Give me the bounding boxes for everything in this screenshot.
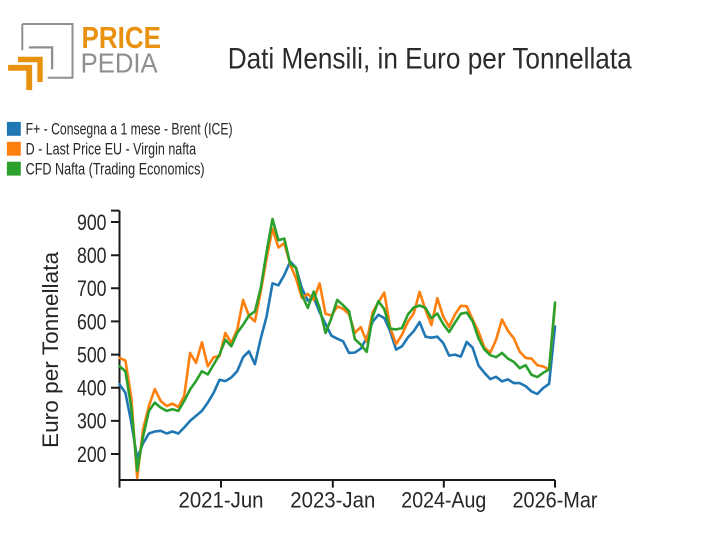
svg-text:800: 800 (77, 243, 107, 268)
svg-text:200: 200 (77, 442, 107, 467)
svg-text:700: 700 (77, 276, 107, 301)
svg-text:D - Last Price EU - Virgin naf: D - Last Price EU - Virgin nafta (26, 141, 197, 159)
svg-text:2021-Jun: 2021-Jun (179, 487, 264, 512)
svg-text:Euro per Tonnellata: Euro per Tonnellata (38, 251, 63, 448)
svg-text:CFD Nafta (Trading Economics): CFD Nafta (Trading Economics) (26, 160, 205, 178)
svg-text:900: 900 (77, 210, 107, 235)
svg-text:2023-Jan: 2023-Jan (290, 487, 375, 512)
svg-text:Dati Mensili, in Euro per Tonn: Dati Mensili, in Euro per Tonnellata (228, 43, 632, 76)
svg-text:2026-Mar: 2026-Mar (513, 487, 598, 512)
svg-text:PEDIA: PEDIA (81, 48, 159, 79)
svg-text:600: 600 (77, 309, 107, 334)
svg-text:F+ - Consegna a 1 mese - Brent: F+ - Consegna a 1 mese - Brent (ICE) (26, 121, 233, 139)
svg-text:400: 400 (77, 376, 107, 401)
svg-text:2024-Aug: 2024-Aug (401, 487, 486, 512)
svg-text:PRICE: PRICE (82, 21, 162, 55)
svg-text:300: 300 (77, 409, 107, 434)
svg-text:500: 500 (77, 342, 107, 367)
